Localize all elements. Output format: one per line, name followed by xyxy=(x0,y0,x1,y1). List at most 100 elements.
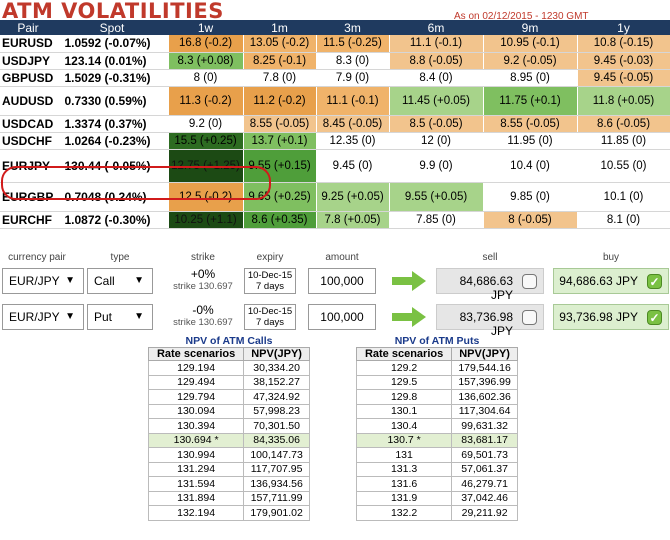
vol-cell: 8.1 (0) xyxy=(577,211,670,229)
buy-price[interactable]: 93,736.98 JPY ✓ xyxy=(553,304,669,330)
npv-value-cell: 57,061.37 xyxy=(451,461,518,477)
expiry-field[interactable]: 10-Dec-15 7 days xyxy=(244,268,296,294)
vol-cell: 7.8 (0) xyxy=(243,69,317,87)
strike-input[interactable]: -0% strike 130.697 xyxy=(170,304,236,329)
currency-pair-select[interactable]: EUR/JPY ▼ xyxy=(2,304,84,330)
vol-cell: 11.95 (0) xyxy=(483,132,578,150)
npv-row: 130.994 100,147.73 xyxy=(147,447,310,463)
vol-spot-cell: 1.0872 (-0.30%) xyxy=(56,211,169,229)
strike-input[interactable]: +0% strike 130.697 xyxy=(170,268,236,293)
vol-cell: 8.3 (+0.08) xyxy=(168,52,244,70)
vol-row: GBPUSD 1.5029 (-0.31%) 8 (0) 7.8 (0) 7.9 (0)… xyxy=(0,69,670,87)
vol-cell: 11.5 (-0.25) xyxy=(316,35,390,53)
npv-value-cell: 179,901.02 xyxy=(243,505,310,521)
option-pricer-row-put: EUR/JPY ▼ Put ▼ -0% strike 130.697 10-De… xyxy=(0,301,670,338)
vol-cell: 9.85 (0) xyxy=(483,182,578,212)
vol-cell: 11.2 (-0.2) xyxy=(243,86,317,116)
sell-checkbox[interactable] xyxy=(522,310,537,325)
npv-value-cell: 117,707.95 xyxy=(243,461,310,477)
col-header-spot: Spot xyxy=(56,20,168,35)
option-pricer-row-call: EUR/JPY ▼ Call ▼ +0% strike 130.697 10-D… xyxy=(0,265,670,302)
col-header-1w: 1w xyxy=(168,20,243,35)
currency-pair-value: EUR/JPY xyxy=(9,310,60,324)
label-sell: sell xyxy=(482,252,498,263)
rate-scenario-cell: 129.194 xyxy=(147,360,245,376)
vol-cell: 9.45 (-0.05) xyxy=(577,69,670,87)
vol-spot-cell: 1.3374 (0.37%) xyxy=(56,115,169,133)
label-type: type xyxy=(110,252,130,263)
expiry-days: 7 days xyxy=(256,281,284,292)
npv-puts-table: Rate scenarios NPV(JPY) 129.2 179,544.16 1… xyxy=(355,347,518,521)
vol-cell: 11.75 (+0.1) xyxy=(483,86,578,116)
vol-pair-cell: AUDUSD xyxy=(0,86,57,116)
npv-row: 130.694 * 84,335.06 xyxy=(147,432,310,448)
npv-value-cell: 136,602.36 xyxy=(451,389,518,405)
npv-calls-header-npv: NPV(JPY) xyxy=(243,347,310,361)
vol-cell: 11.1 (-0.1) xyxy=(389,35,484,53)
buy-price[interactable]: 94,686.63 JPY ✓ xyxy=(553,268,669,294)
col-header-6m: 6m xyxy=(389,20,483,35)
amount-input[interactable]: 100,000 xyxy=(308,304,376,330)
npv-value-cell: 100,147.73 xyxy=(243,447,310,463)
expiry-days: 7 days xyxy=(256,317,284,328)
option-type-select[interactable]: Put ▼ xyxy=(87,304,153,330)
vol-cell: 11.8 (+0.05) xyxy=(577,86,670,116)
npv-row: 131.9 37,042.46 xyxy=(355,490,518,506)
dropdown-caret-icon: ▼ xyxy=(65,311,75,322)
npv-value-cell: 30,334.20 xyxy=(243,360,310,376)
npv-calls-title: NPV of ATM Calls xyxy=(185,335,273,347)
vol-row: USDCAD 1.3374 (0.37%) 9.2 (0) 8.55 (-0.05) 8… xyxy=(0,115,670,133)
rate-scenario-cell: 131.594 xyxy=(147,476,245,492)
npv-row: 130.094 57,998.23 xyxy=(147,403,310,419)
vol-spot-cell: 1.0592 (-0.07%) xyxy=(56,35,169,53)
col-header-9m: 9m xyxy=(483,20,577,35)
vol-cell: 7.85 (0) xyxy=(389,211,484,229)
vol-row: EURGBP 0.7048 (0.24%) 12.5 (-0.2) 9.65 (+0.… xyxy=(0,182,670,212)
strike-value: strike 130.697 xyxy=(173,281,233,292)
npv-row: 132.194 179,901.02 xyxy=(147,505,310,521)
npv-value-cell: 157,396.99 xyxy=(451,374,518,390)
col-header-1m: 1m xyxy=(243,20,316,35)
vol-cell: 9.9 (0) xyxy=(389,149,484,183)
npv-value-cell: 84,335.06 xyxy=(243,432,310,448)
atm-volatility-table: Pair Spot 1w 1m 3m 6m 9m 1y EURUSD 1.0592… xyxy=(0,20,670,229)
currency-pair-select[interactable]: EUR/JPY ▼ xyxy=(2,268,84,294)
col-header-1y: 1y xyxy=(577,20,670,35)
npv-value-cell: 46,279.71 xyxy=(451,476,518,492)
vol-pair-cell: GBPUSD xyxy=(0,69,57,87)
rate-scenario-cell: 129.2 xyxy=(355,360,453,376)
vol-cell: 16.8 (-0.2) xyxy=(168,35,244,53)
vol-cell: 10.95 (-0.1) xyxy=(483,35,578,53)
npv-puts-header-rate: Rate scenarios xyxy=(355,347,453,361)
amount-input[interactable]: 100,000 xyxy=(308,268,376,294)
vol-row: EURUSD 1.0592 (-0.07%) 16.8 (-0.2) 13.05 (-… xyxy=(0,35,670,53)
sell-checkbox[interactable] xyxy=(522,274,537,289)
rate-scenario-cell: 131.3 xyxy=(355,461,453,477)
expiry-field[interactable]: 10-Dec-15 7 days xyxy=(244,304,296,330)
vol-row: USDJPY 123.14 (0.01%) 8.3 (+0.08) 8.25 (-0.… xyxy=(0,52,670,70)
vol-cell: 9.55 (+0.15) xyxy=(243,149,317,183)
vol-cell: 10.4 (0) xyxy=(483,149,578,183)
sell-price[interactable]: 84,686.63 JPY xyxy=(436,268,544,302)
rate-scenario-cell: 129.8 xyxy=(355,389,453,405)
buy-checkbox-checked-icon[interactable]: ✓ xyxy=(647,274,662,289)
expiry-date: 10-Dec-15 xyxy=(247,306,293,317)
rate-scenario-cell: 130.7 * xyxy=(355,432,453,448)
vol-row: EURCHF 1.0872 (-0.30%) 10.25 (+1.1) 8.6 (+0… xyxy=(0,211,670,229)
vol-cell: 13.05 (-0.2) xyxy=(243,35,317,53)
vol-cell: 8.95 (0) xyxy=(483,69,578,87)
npv-value-cell: 47,324.92 xyxy=(243,389,310,405)
vol-cell: 9.25 (+0.05) xyxy=(316,182,390,212)
buy-checkbox-checked-icon[interactable]: ✓ xyxy=(647,310,662,325)
sell-price[interactable]: 83,736.98 JPY xyxy=(436,304,544,338)
option-type-select[interactable]: Call ▼ xyxy=(87,268,153,294)
vol-pair-cell: EURJPY xyxy=(0,149,57,183)
npv-row: 130.394 70,301.50 xyxy=(147,418,310,434)
vol-cell: 8.45 (-0.05) xyxy=(316,115,390,133)
page-title: ATM VOLATILITIES xyxy=(2,0,224,23)
vol-cell: 12.35 (0) xyxy=(316,132,390,150)
vol-cell: 8.3 (0) xyxy=(316,52,390,70)
vol-cell: 10.55 (0) xyxy=(577,149,670,183)
vol-cell: 10.8 (-0.15) xyxy=(577,35,670,53)
rate-scenario-cell: 130.994 xyxy=(147,447,245,463)
